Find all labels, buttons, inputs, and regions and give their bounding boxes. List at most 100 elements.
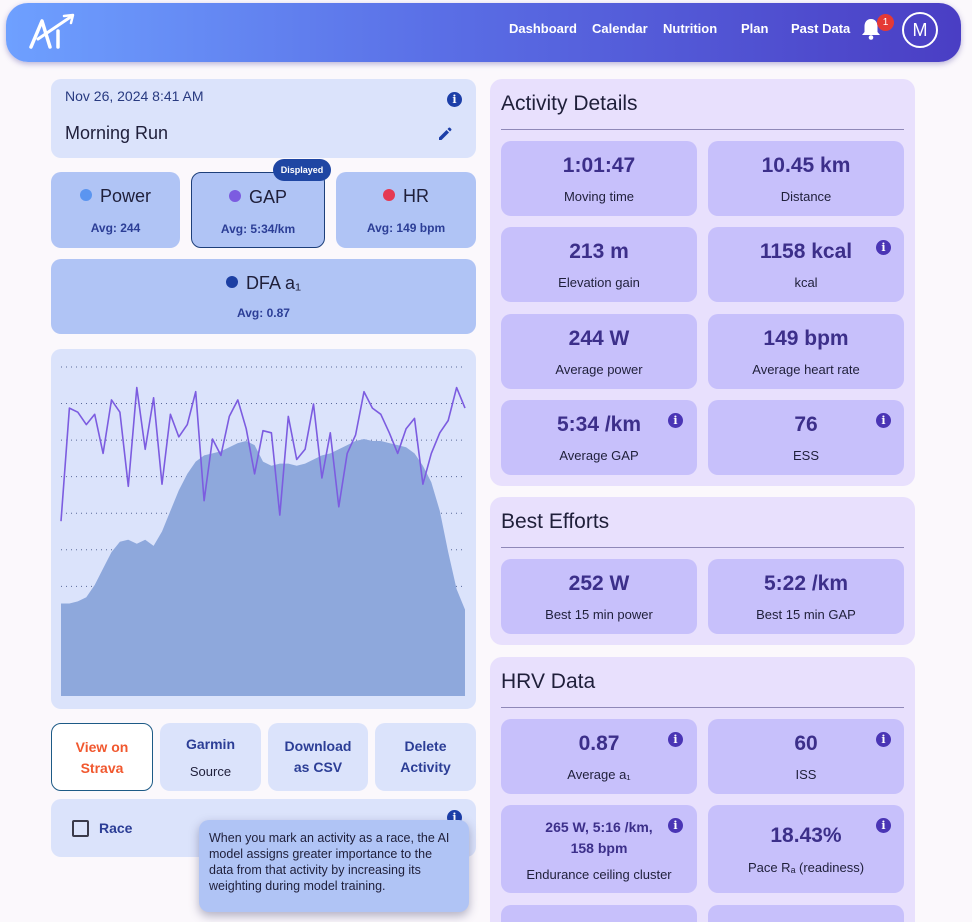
stat-value: 18.43% (770, 824, 842, 847)
stat-value: 149 bpm (763, 327, 849, 350)
stat-label: Average heart rate (752, 362, 860, 377)
activity-date: Nov 26, 2024 8:41 AM (65, 88, 204, 104)
metric-card-dfa[interactable]: DFA a₁ Avg: 0.87 (51, 259, 476, 334)
stat-tile: 244 W Average power (501, 314, 697, 389)
activity-chart[interactable] (51, 349, 476, 709)
view-on-strava-button[interactable]: View on Strava (51, 723, 153, 791)
stat-value: 213 m (569, 240, 629, 263)
stat-tile: 149 bpm Average heart rate (708, 314, 904, 389)
nav-dashboard[interactable]: Dashboard (509, 21, 577, 36)
stat-value: 1:01:47 (562, 154, 636, 177)
user-avatar[interactable]: M (902, 12, 938, 48)
metric-avg: Avg: 149 bpm (366, 221, 446, 235)
stat-value: 252 W (568, 572, 630, 595)
info-icon[interactable]: i (668, 413, 683, 428)
power-color-dot (79, 189, 92, 201)
panel-title: Best Efforts (501, 510, 610, 533)
stat-tile: 265 W, 5:16 /km, 158 bpm Endurance ceili… (501, 805, 697, 893)
stat-label: ESS (792, 448, 819, 463)
chart-area-series (61, 439, 465, 696)
activity-chart-svg[interactable] (51, 349, 476, 709)
panel-title: Activity Details (501, 92, 638, 115)
race-tooltip: When you mark an activity as a race, the… (199, 820, 469, 912)
info-icon[interactable]: i (668, 818, 683, 833)
race-checkbox[interactable] (72, 820, 89, 837)
stat-label: ISS (795, 767, 817, 782)
stat-label: Moving time (563, 189, 635, 204)
stat-tile (708, 905, 904, 922)
race-label: Race (99, 820, 133, 836)
stat-tile: 213 m Elevation gain (501, 227, 697, 302)
displayed-badge: Displayed (273, 159, 331, 181)
stat-value: 10.45 km (761, 154, 851, 177)
panel-title: HRV Data (501, 670, 596, 693)
stat-value: 60 (794, 732, 818, 755)
download-csv-button[interactable]: Download as CSV (268, 723, 368, 791)
button-label-line: Delete (404, 738, 447, 754)
info-icon[interactable]: i (668, 732, 683, 747)
stat-tile: 10.45 km Distance (708, 141, 904, 216)
activity-header-card (51, 79, 476, 158)
dfa-color-dot (225, 276, 238, 288)
stat-value: 1158 kcal (759, 240, 853, 263)
stat-tile: 0.87 Average a₁ (501, 719, 697, 794)
metric-card-hr[interactable]: HR Avg: 149 bpm (336, 172, 476, 248)
button-label-line: Strava (80, 760, 124, 776)
button-label-line: as CSV (293, 759, 343, 775)
delete-activity-button[interactable]: Delete Activity (375, 723, 476, 791)
stat-label: Endurance ceiling cluster (526, 867, 672, 882)
garmin-source-button[interactable]: Garmin Source (160, 723, 261, 791)
button-label: Garmin (185, 736, 235, 752)
stat-label: Average GAP (559, 448, 639, 463)
stat-tile: 60 ISS (708, 719, 904, 794)
nav-calendar[interactable]: Calendar (592, 21, 648, 36)
stat-value: 5:34 /km (556, 413, 642, 436)
info-icon[interactable]: i (876, 818, 891, 833)
button-label-line: View on (75, 739, 129, 755)
stat-value: 0.87 (578, 732, 620, 755)
stat-value: 158 bpm (570, 840, 628, 856)
stat-tile: 252 W Best 15 min power (501, 559, 697, 634)
stat-value: 76 (794, 413, 818, 436)
info-icon[interactable]: i (876, 732, 891, 747)
stat-label: Best 15 min GAP (756, 607, 856, 622)
stat-tile: 1158 kcal kcal (708, 227, 904, 302)
stat-value: 265 W, 5:16 /km, (545, 819, 653, 835)
button-sublabel: Source (189, 764, 232, 779)
stat-label: Average a₁ (567, 767, 631, 782)
app-logo[interactable] (28, 13, 78, 53)
nav-past-data[interactable]: Past Data (791, 21, 851, 36)
metric-name: GAP (248, 187, 287, 207)
divider (501, 547, 904, 548)
metric-avg: Avg: 5:34/km (220, 222, 296, 236)
notification-count-badge: 1 (877, 14, 894, 31)
stat-label: Average power (555, 362, 643, 377)
edit-title-pencil-icon[interactable] (437, 126, 453, 142)
metric-avg: Avg: 0.87 (237, 306, 290, 320)
chart-line-series (60, 386, 466, 522)
nav-plan[interactable]: Plan (741, 21, 769, 36)
metric-name: HR (403, 186, 429, 206)
button-label-line: Activity (400, 759, 451, 775)
button-label-line: Download (284, 738, 352, 754)
info-icon[interactable]: i (447, 92, 462, 107)
stat-tile: 1:01:47 Moving time (501, 141, 697, 216)
stat-label: kcal (794, 275, 818, 290)
gap-color-dot (228, 190, 241, 202)
stat-label: Distance (780, 189, 832, 204)
info-icon[interactable]: i (876, 240, 891, 255)
notification-bell-icon[interactable] (860, 17, 882, 41)
activity-title: Morning Run (65, 123, 169, 143)
stat-tile: 5:34 /km Average GAP (501, 400, 697, 475)
info-icon[interactable]: i (876, 413, 891, 428)
metric-name: Power (99, 186, 152, 206)
stat-tile: 18.43% Pace Rₐ (readiness) (708, 805, 904, 893)
stat-label: Best 15 min power (545, 607, 653, 622)
metric-card-power[interactable]: Power Avg: 244 (51, 172, 180, 248)
stat-tile (501, 905, 697, 922)
nav-nutrition[interactable]: Nutrition (663, 21, 718, 36)
stat-tile: 76 ESS (708, 400, 904, 475)
stat-label: Elevation gain (558, 275, 640, 290)
metric-card-gap[interactable]: GAP Avg: 5:34/km (191, 172, 325, 248)
stat-value: 244 W (568, 327, 630, 350)
